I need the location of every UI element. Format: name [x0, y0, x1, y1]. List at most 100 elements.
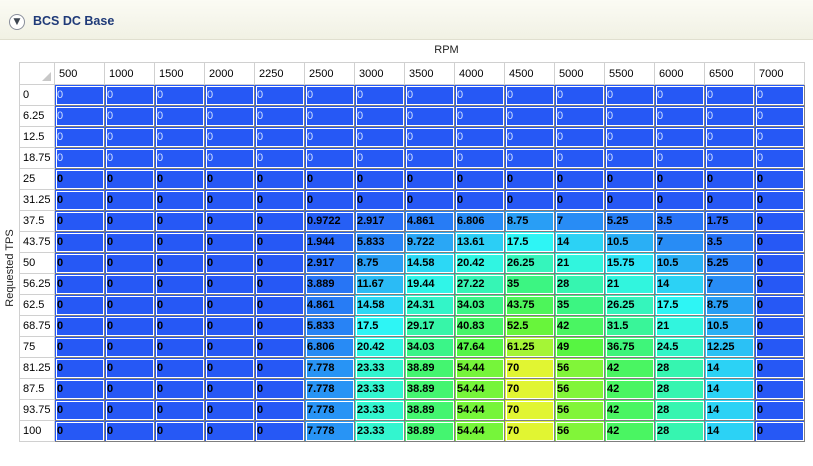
table-cell[interactable]: 3.5	[704, 231, 755, 253]
table-cell[interactable]: 0	[754, 420, 805, 442]
table-cell[interactable]: 35	[504, 273, 555, 295]
table-cell[interactable]: 0	[454, 84, 505, 106]
table-cell[interactable]: 0	[204, 147, 255, 169]
table-cell[interactable]: 31.5	[604, 315, 655, 337]
table-cell[interactable]: 26.25	[604, 294, 655, 316]
table-cell[interactable]: 0	[754, 168, 805, 190]
table-cell[interactable]: 0	[304, 168, 355, 190]
table-cell[interactable]: 40.83	[454, 315, 505, 337]
table-cell[interactable]: 5.25	[704, 252, 755, 274]
table-cell[interactable]: 8.75	[704, 294, 755, 316]
table-cell[interactable]: 0	[454, 105, 505, 127]
column-header-rpm[interactable]: 4000	[454, 62, 505, 85]
column-header-rpm[interactable]: 6500	[704, 62, 755, 85]
table-cell[interactable]: 24.31	[404, 294, 455, 316]
table-cell[interactable]: 0	[604, 147, 655, 169]
table-cell[interactable]: 23.33	[354, 399, 405, 421]
table-cell[interactable]: 0	[404, 168, 455, 190]
table-cell[interactable]: 0	[154, 84, 205, 106]
table-cell[interactable]: 28	[654, 378, 705, 400]
table-cell[interactable]: 0	[254, 336, 305, 358]
row-header-tps[interactable]: 18.75	[19, 147, 55, 169]
table-cell[interactable]: 0	[204, 294, 255, 316]
table-cell[interactable]: 0	[204, 357, 255, 379]
table-cell[interactable]: 7.778	[304, 420, 355, 442]
table-cell[interactable]: 20.42	[354, 336, 405, 358]
table-cell[interactable]: 0	[154, 336, 205, 358]
table-cell[interactable]: 0	[554, 126, 605, 148]
table-cell[interactable]: 0	[204, 420, 255, 442]
row-header-tps[interactable]: 75	[19, 336, 55, 358]
table-cell[interactable]: 42	[604, 420, 655, 442]
table-cell[interactable]: 0	[554, 168, 605, 190]
row-header-tps[interactable]: 6.25	[19, 105, 55, 127]
table-cell[interactable]: 0	[54, 168, 105, 190]
table-cell[interactable]: 0	[204, 210, 255, 232]
table-cell[interactable]: 70	[504, 399, 555, 421]
table-cell[interactable]: 0	[54, 189, 105, 211]
table-cell[interactable]: 14	[554, 231, 605, 253]
column-header-rpm[interactable]: 5500	[604, 62, 655, 85]
row-header-tps[interactable]: 0	[19, 84, 55, 106]
table-cell[interactable]: 4.861	[304, 294, 355, 316]
table-cell[interactable]: 14.58	[354, 294, 405, 316]
table-cell[interactable]: 2.917	[354, 210, 405, 232]
table-cell[interactable]: 0	[204, 399, 255, 421]
table-cell[interactable]: 0	[154, 315, 205, 337]
table-cell[interactable]: 4.861	[404, 210, 455, 232]
table-cell[interactable]: 0	[154, 168, 205, 190]
table-cell[interactable]: 12.25	[704, 336, 755, 358]
table-cell[interactable]: 7	[704, 273, 755, 295]
table-cell[interactable]: 3.5	[654, 210, 705, 232]
table-cell[interactable]: 36.75	[604, 336, 655, 358]
table-cell[interactable]: 0	[754, 210, 805, 232]
table-cell[interactable]: 0	[154, 252, 205, 274]
table-cell[interactable]: 0	[104, 273, 155, 295]
table-cell[interactable]: 0	[204, 336, 255, 358]
table-cell[interactable]: 0	[454, 126, 505, 148]
table-cell[interactable]: 0	[554, 147, 605, 169]
table-cell[interactable]: 0	[104, 399, 155, 421]
table-cell[interactable]: 0	[354, 126, 405, 148]
table-cell[interactable]: 0	[154, 126, 205, 148]
column-header-rpm[interactable]: 5000	[554, 62, 605, 85]
table-cell[interactable]: 7	[654, 231, 705, 253]
table-cell[interactable]: 0	[204, 273, 255, 295]
table-cell[interactable]: 38.89	[404, 378, 455, 400]
row-header-tps[interactable]: 12.5	[19, 126, 55, 148]
table-cell[interactable]: 0	[754, 147, 805, 169]
table-cell[interactable]: 0.9722	[304, 210, 355, 232]
table-cell[interactable]: 20.42	[454, 252, 505, 274]
table-cell[interactable]: 14	[704, 378, 755, 400]
table-cell[interactable]: 0	[254, 252, 305, 274]
table-cell[interactable]: 0	[504, 84, 555, 106]
table-cell[interactable]: 0	[254, 84, 305, 106]
table-cell[interactable]: 0	[254, 231, 305, 253]
table-cell[interactable]: 0	[404, 126, 455, 148]
table-cell[interactable]: 0	[754, 315, 805, 337]
table-cell[interactable]: 21	[554, 252, 605, 274]
table-cell[interactable]: 10.5	[604, 231, 655, 253]
table-cell[interactable]: 1.944	[304, 231, 355, 253]
table-cell[interactable]: 49	[554, 336, 605, 358]
table-cell[interactable]: 14.58	[404, 252, 455, 274]
table-cell[interactable]: 0	[454, 168, 505, 190]
table-cell[interactable]: 0	[654, 147, 705, 169]
column-header-rpm[interactable]: 2000	[204, 62, 255, 85]
table-cell[interactable]: 0	[254, 210, 305, 232]
table-cell[interactable]: 0	[354, 84, 405, 106]
table-cell[interactable]: 0	[204, 105, 255, 127]
table-cell[interactable]: 0	[754, 399, 805, 421]
table-cell[interactable]: 15.75	[604, 252, 655, 274]
table-cell[interactable]: 0	[104, 294, 155, 316]
table-cell[interactable]: 14	[704, 357, 755, 379]
table-cell[interactable]: 14	[704, 420, 755, 442]
table-cell[interactable]: 52.5	[504, 315, 555, 337]
table-cell[interactable]: 0	[254, 315, 305, 337]
table-cell[interactable]: 0	[154, 147, 205, 169]
table-cell[interactable]: 0	[104, 231, 155, 253]
table-cell[interactable]: 0	[254, 168, 305, 190]
row-header-tps[interactable]: 37.5	[19, 210, 55, 232]
table-cell[interactable]: 54.44	[454, 357, 505, 379]
table-cell[interactable]: 0	[754, 126, 805, 148]
